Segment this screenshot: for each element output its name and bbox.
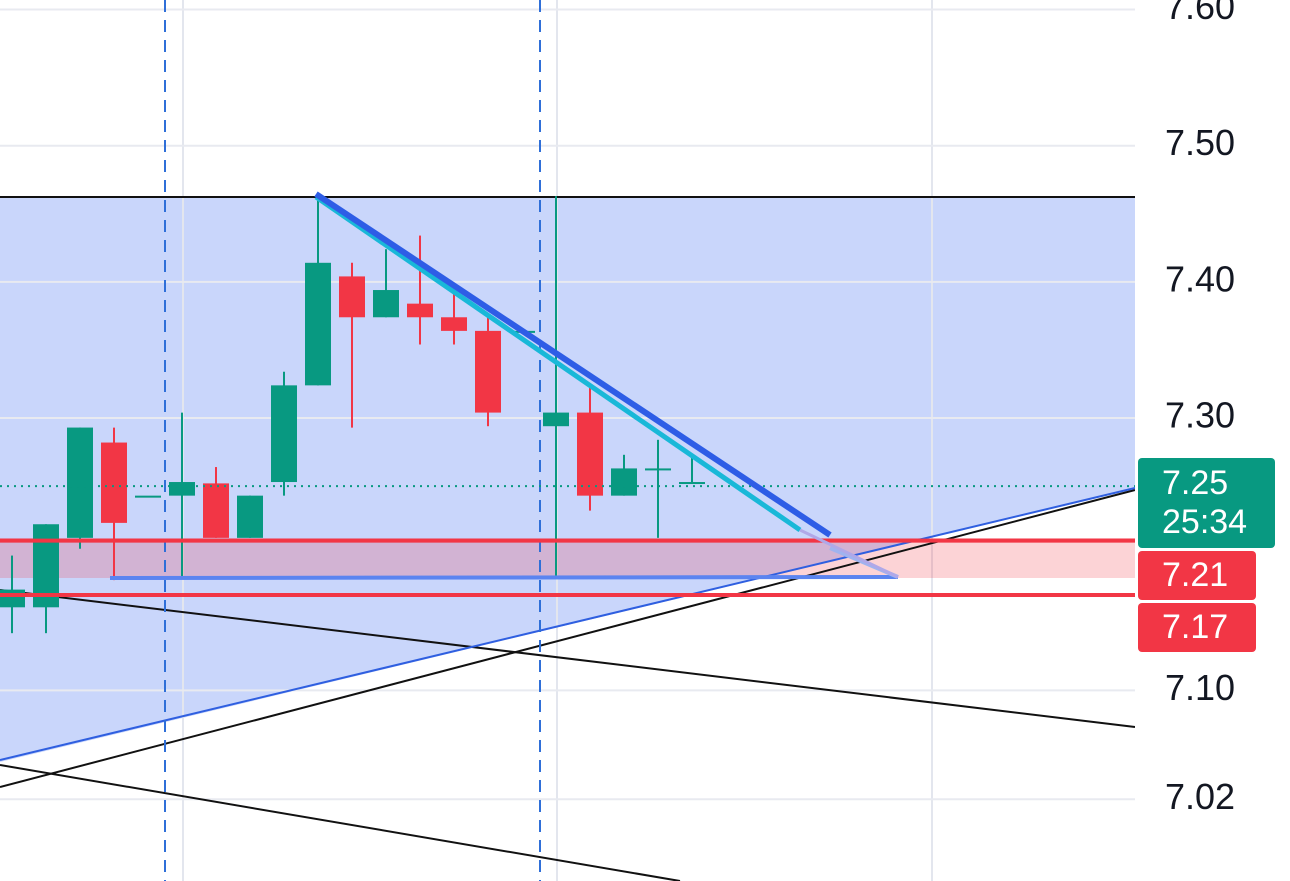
grid [0, 0, 1135, 881]
trend-line [0, 589, 1136, 728]
candle-body [407, 303, 433, 318]
candle-body [203, 483, 229, 538]
y-tick-label: 7.30 [1165, 395, 1235, 436]
y-tick-label: 7.02 [1165, 776, 1235, 817]
candle-body [305, 262, 331, 386]
shaded-zone [0, 197, 1135, 762]
plot [0, 196, 1135, 634]
price-label: 7.17 [1162, 608, 1228, 646]
price-label-bg [1138, 458, 1275, 548]
candle-body [577, 412, 603, 496]
candle-body [441, 317, 467, 331]
triangle-side [314, 194, 802, 533]
axis-bg [1135, 0, 1290, 881]
candle-body [645, 468, 671, 471]
y-tick-label: 7.40 [1165, 258, 1235, 299]
price-label: 7.21 [1162, 556, 1228, 594]
trend-line [0, 487, 1136, 761]
candle-body [339, 276, 365, 318]
candle-body [101, 442, 127, 523]
price-label-bg [1138, 603, 1256, 652]
pink-zone [0, 538, 1135, 578]
triangle-base [109, 575, 899, 580]
candle-body [475, 330, 501, 413]
triangle-side [314, 191, 832, 538]
candle-body [169, 482, 195, 496]
y-tick-label: 7.50 [1165, 122, 1235, 163]
candle-body [373, 290, 399, 318]
candle-body [679, 482, 705, 485]
triangle-side [799, 528, 899, 579]
y-tick-label: 7.10 [1165, 667, 1235, 708]
price-label-bg [1138, 551, 1256, 600]
candle-body [611, 468, 637, 496]
trend-line [0, 764, 681, 881]
candle-body [0, 589, 25, 608]
y-tick-label: 7.60 [1165, 0, 1235, 27]
candle-body [543, 412, 569, 427]
candle-body [67, 427, 93, 538]
candle-body [237, 495, 263, 538]
price-label: 7.25 [1162, 464, 1228, 502]
countdown: 25:34 [1162, 503, 1247, 541]
triangle-drawing [109, 191, 899, 580]
candle-body [135, 495, 161, 498]
candle-body [271, 385, 297, 483]
